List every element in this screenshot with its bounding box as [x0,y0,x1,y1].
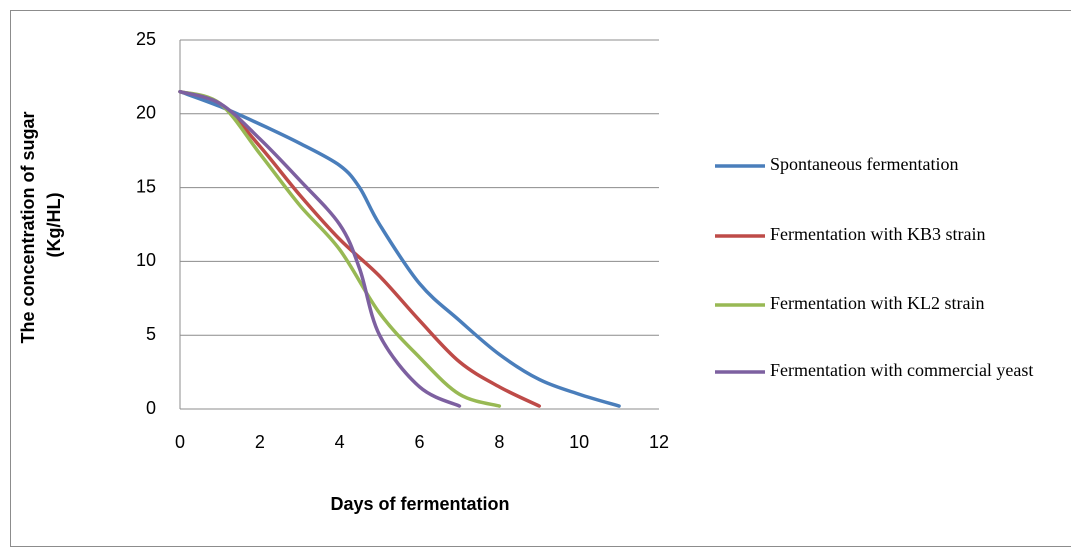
y-axis-title: The concentration of sugar (Kg/HL) [18,106,64,343]
y-axis-title-line: The concentration of sugar [18,106,38,343]
y-tick-label: 25 [136,29,156,49]
legend-label: Spontaneous fermentation [770,154,958,174]
y-tick-label: 20 [136,103,156,123]
x-tick-label: 8 [494,432,504,452]
y-tick-label: 15 [136,176,156,196]
x-tick-label: 10 [569,432,589,452]
y-tick-label: 0 [146,398,156,418]
data-line [178,89,462,408]
data-line [178,89,502,408]
y-axis-title-line: (Kg/HL) [44,193,64,258]
data-line [178,89,621,408]
x-tick-label: 6 [414,432,424,452]
y-tick-label: 10 [136,250,156,270]
legend-label: Fermentation with KL2 strain [770,293,984,313]
legend-label: Fermentation with KB3 strain [770,224,985,244]
chart-frame [10,10,1071,547]
x-tick-label: 2 [255,432,265,452]
x-tick-label: 4 [335,432,345,452]
legend-label: Fermentation with commercial yeast [770,360,1033,380]
x-tick-label: 12 [649,432,669,452]
y-tick-label: 5 [146,324,156,344]
data-line [178,89,541,408]
x-axis-title: Days of fermentation [330,494,509,514]
x-tick-label: 0 [175,432,185,452]
